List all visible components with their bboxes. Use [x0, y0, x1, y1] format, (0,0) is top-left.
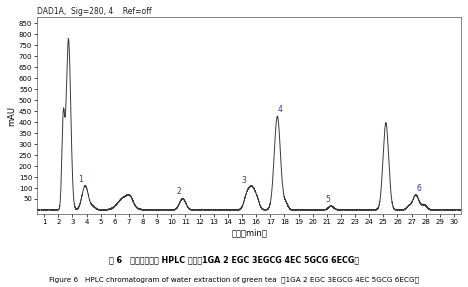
Text: 2: 2: [176, 187, 181, 196]
Text: 4: 4: [278, 105, 283, 115]
Text: 3: 3: [241, 176, 246, 185]
X-axis label: 时间［min］: 时间［min］: [231, 228, 267, 237]
Text: 1: 1: [79, 174, 83, 184]
Text: 5: 5: [326, 195, 331, 204]
Text: Figure 6   HPLC chromatogram of water extraction of green tea  （1GA 2 EGC 3EGCG : Figure 6 HPLC chromatogram of water extr…: [49, 277, 419, 284]
Text: 6: 6: [416, 184, 421, 193]
Text: DAD1A,  Sig=280, 4    Ref=off: DAD1A, Sig=280, 4 Ref=off: [37, 7, 152, 16]
Y-axis label: mAU: mAU: [7, 106, 16, 125]
Text: 图 6   绿茶水提取物 HPLC 图谱（1GA 2 EGC 3EGCG 4EC 5GCG 6ECG）: 图 6 绿茶水提取物 HPLC 图谱（1GA 2 EGC 3EGCG 4EC 5…: [109, 256, 359, 265]
